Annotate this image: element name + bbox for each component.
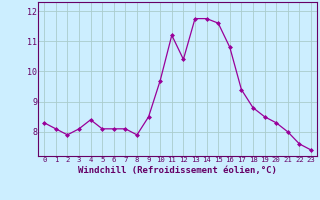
- X-axis label: Windchill (Refroidissement éolien,°C): Windchill (Refroidissement éolien,°C): [78, 166, 277, 175]
